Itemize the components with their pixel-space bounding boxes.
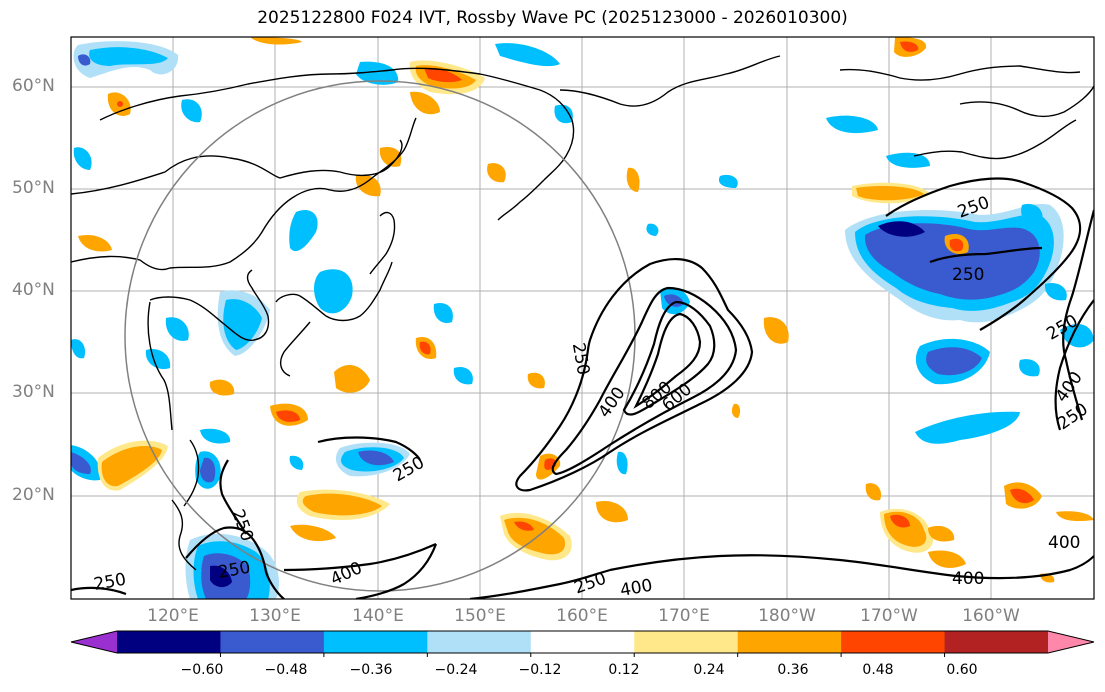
map-title: 2025122800 F024 IVT, Rossby Wave PC (202… bbox=[257, 8, 848, 28]
contour-label: 400 bbox=[1048, 533, 1080, 553]
negative-anomalies bbox=[71, 41, 1094, 599]
colorbar-tick-label: −0.48 bbox=[264, 662, 308, 678]
lat-label: 40°N bbox=[12, 280, 55, 300]
lat-label: 50°N bbox=[12, 178, 55, 198]
contour-label: 400 bbox=[595, 384, 630, 422]
colorbar bbox=[70, 630, 1095, 657]
colorbar-extend-low bbox=[71, 631, 117, 653]
colorbar-segment bbox=[634, 631, 739, 653]
colorbar-segment bbox=[841, 631, 946, 653]
colorbar-segment bbox=[427, 631, 532, 653]
colorbar-tick-label: −0.24 bbox=[434, 662, 478, 678]
contour-label: 400 bbox=[952, 569, 984, 589]
colorbar-extend-high bbox=[1048, 631, 1094, 653]
colorbar-segment bbox=[737, 631, 842, 653]
lon-label: 130°E bbox=[249, 606, 301, 626]
contour-label: 250 bbox=[92, 570, 127, 595]
colorbar-tick-label: −0.12 bbox=[518, 662, 562, 678]
lon-label: 140°E bbox=[352, 606, 404, 626]
colorbar-tick-label: 0.36 bbox=[777, 662, 809, 678]
plot-area: 250 250 250 250 250 250 250 250 250 250 … bbox=[71, 37, 1094, 601]
colorbar-outline bbox=[70, 630, 1095, 654]
great-circle bbox=[124, 80, 636, 592]
contour-label: 400 bbox=[619, 576, 654, 601]
lat-label: 60°N bbox=[12, 76, 55, 96]
positive-anomalies bbox=[78, 37, 1094, 583]
map-frame bbox=[70, 36, 1095, 600]
lat-label: 20°N bbox=[12, 485, 55, 505]
contour-label: 250 bbox=[572, 569, 609, 599]
contour-label: 400 bbox=[328, 558, 366, 590]
coastlines bbox=[71, 55, 1094, 571]
colorbar-tick-label: 0.24 bbox=[693, 662, 725, 678]
colorbar-segment bbox=[323, 631, 428, 653]
contour-label: 400 bbox=[1052, 368, 1087, 406]
lon-label: 150°E bbox=[454, 606, 506, 626]
contour-label: 250 bbox=[952, 265, 984, 285]
lat-label: 30°N bbox=[12, 382, 55, 402]
colorbar-segment bbox=[220, 631, 325, 653]
colorbar-tick-label: 0.12 bbox=[608, 662, 640, 678]
colorbar-tick-label: 0.60 bbox=[946, 662, 978, 678]
colorbar-segment bbox=[117, 631, 221, 653]
ivt-contours bbox=[71, 177, 1094, 599]
lon-label: 160°E bbox=[556, 606, 608, 626]
lon-label: 170°E bbox=[658, 606, 710, 626]
lon-label: 160°W bbox=[962, 606, 1020, 626]
lon-label: 180°W bbox=[758, 606, 816, 626]
colorbar-tick-label: −0.60 bbox=[180, 662, 224, 678]
colorbar-tick-label: 0.48 bbox=[862, 662, 894, 678]
lon-label: 170°W bbox=[860, 606, 918, 626]
contour-label: 250 bbox=[568, 341, 593, 376]
colorbar-segment bbox=[530, 631, 635, 653]
colorbar-tick-label: −0.36 bbox=[349, 662, 393, 678]
lon-label: 120°E bbox=[147, 606, 199, 626]
colorbar-segment bbox=[944, 631, 1049, 653]
